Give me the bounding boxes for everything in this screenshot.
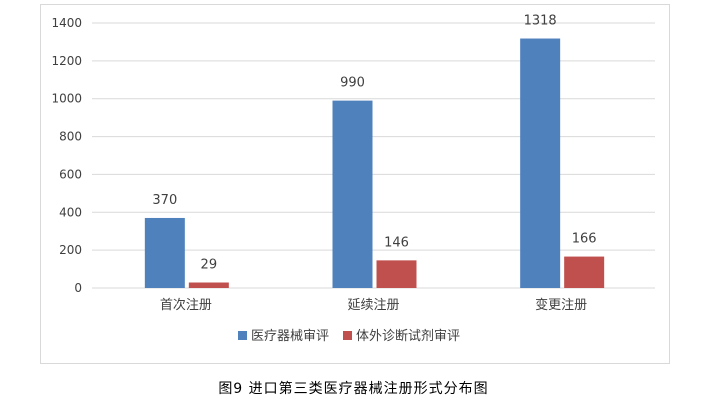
data-label-0-0: 370	[152, 193, 177, 208]
data-label-0-2: 1318	[524, 14, 557, 29]
data-label-0-1: 990	[340, 76, 365, 91]
legend-swatch-0	[238, 331, 247, 340]
data-label-1-1: 146	[384, 235, 409, 250]
y-tick-label-7: 1400	[51, 16, 82, 30]
x-tick-label-0: 首次注册	[160, 297, 212, 313]
y-tick-label-2: 400	[59, 205, 82, 219]
legend-label-1: 体外诊断试剂审评	[356, 329, 460, 344]
y-tick-label-0: 0	[74, 281, 82, 295]
legend-swatch-1	[343, 331, 352, 340]
data-label-1-2: 166	[572, 232, 597, 247]
bar-0-1	[332, 100, 373, 288]
data-label-1-0: 29	[201, 258, 218, 273]
y-tick-label-4: 800	[59, 130, 82, 144]
bar-chart: 0 200 400 600 800 1000 1200 1400 370 29 首次注册 990 146…	[51, 14, 655, 344]
bar-1-1	[376, 260, 417, 288]
legend-label-0: 医疗器械审评	[251, 329, 329, 344]
y-tick-label-3: 600	[59, 167, 82, 181]
y-tick-label-6: 1200	[51, 54, 82, 68]
bar-1-0	[188, 282, 229, 288]
x-tick-label-1: 延续注册	[347, 298, 399, 313]
bar-0-0	[144, 217, 185, 288]
bar-1-2	[564, 256, 605, 288]
figure-caption: 图9 进口第三类医疗器械注册形式分布图	[218, 381, 489, 397]
y-tick-label-1: 200	[59, 243, 82, 257]
y-tick-label-5: 1000	[51, 92, 82, 106]
x-tick-label-2: 变更注册	[535, 297, 587, 313]
bar-0-2	[520, 38, 561, 289]
